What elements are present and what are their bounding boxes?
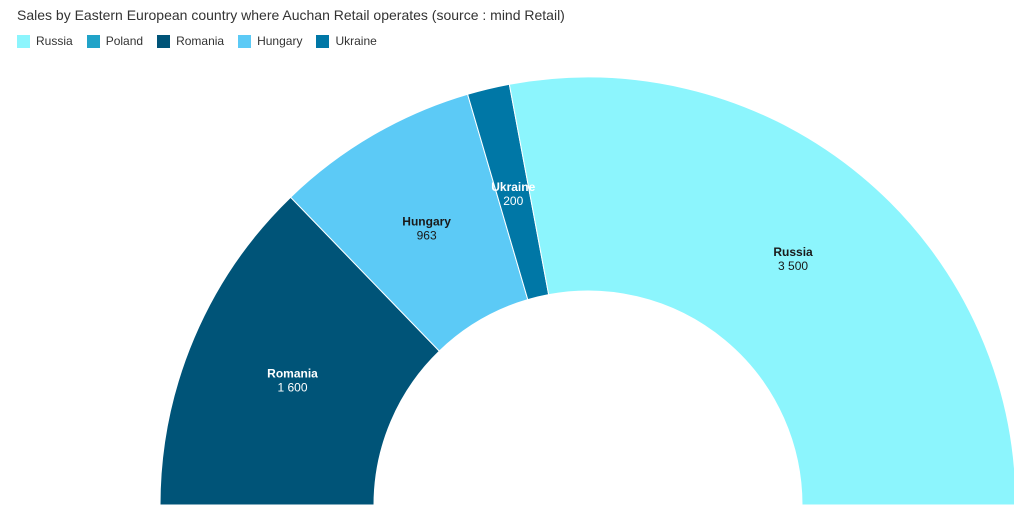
- slice-value-ukraine: 200: [503, 194, 523, 208]
- legend-item-russia[interactable]: Russia: [17, 34, 73, 48]
- legend-swatch-russia: [17, 34, 30, 48]
- legend-label-ukraine: Ukraine: [335, 34, 377, 48]
- slice-label-ukraine: Ukraine: [491, 180, 535, 194]
- legend-item-romania[interactable]: Romania: [157, 34, 224, 48]
- slice-label-romania: Romania: [267, 367, 318, 381]
- legend-item-hungary[interactable]: Hungary: [238, 34, 302, 48]
- legend-swatch-romania: [157, 34, 171, 48]
- legend-label-poland: Poland: [105, 34, 144, 48]
- legend-swatch-hungary: [238, 34, 252, 48]
- slice-value-russia: 3 500: [778, 259, 808, 273]
- chart-legend: Russia Poland Romania Hungary Ukraine: [17, 33, 391, 49]
- legend-label-romania: Romania: [176, 34, 225, 48]
- legend-swatch-poland: [86, 34, 100, 48]
- chart-slices: [159, 76, 1014, 505]
- slice-label-hungary: Hungary: [402, 215, 451, 229]
- slice-russia[interactable]: [508, 76, 1014, 505]
- legend-label-russia: Russia: [36, 34, 73, 48]
- legend-item-ukraine[interactable]: Ukraine: [316, 34, 377, 48]
- legend-swatch-ukraine: [316, 34, 330, 48]
- slice-value-hungary: 963: [417, 229, 437, 243]
- legend-item-poland[interactable]: Poland: [86, 34, 144, 48]
- slice-romania[interactable]: [159, 196, 441, 505]
- slice-value-romania: 1 600: [277, 381, 307, 395]
- slice-label-russia: Russia: [773, 245, 813, 259]
- chart-title: Sales by Eastern European country where …: [17, 7, 565, 23]
- legend-label-hungary: Hungary: [257, 34, 303, 48]
